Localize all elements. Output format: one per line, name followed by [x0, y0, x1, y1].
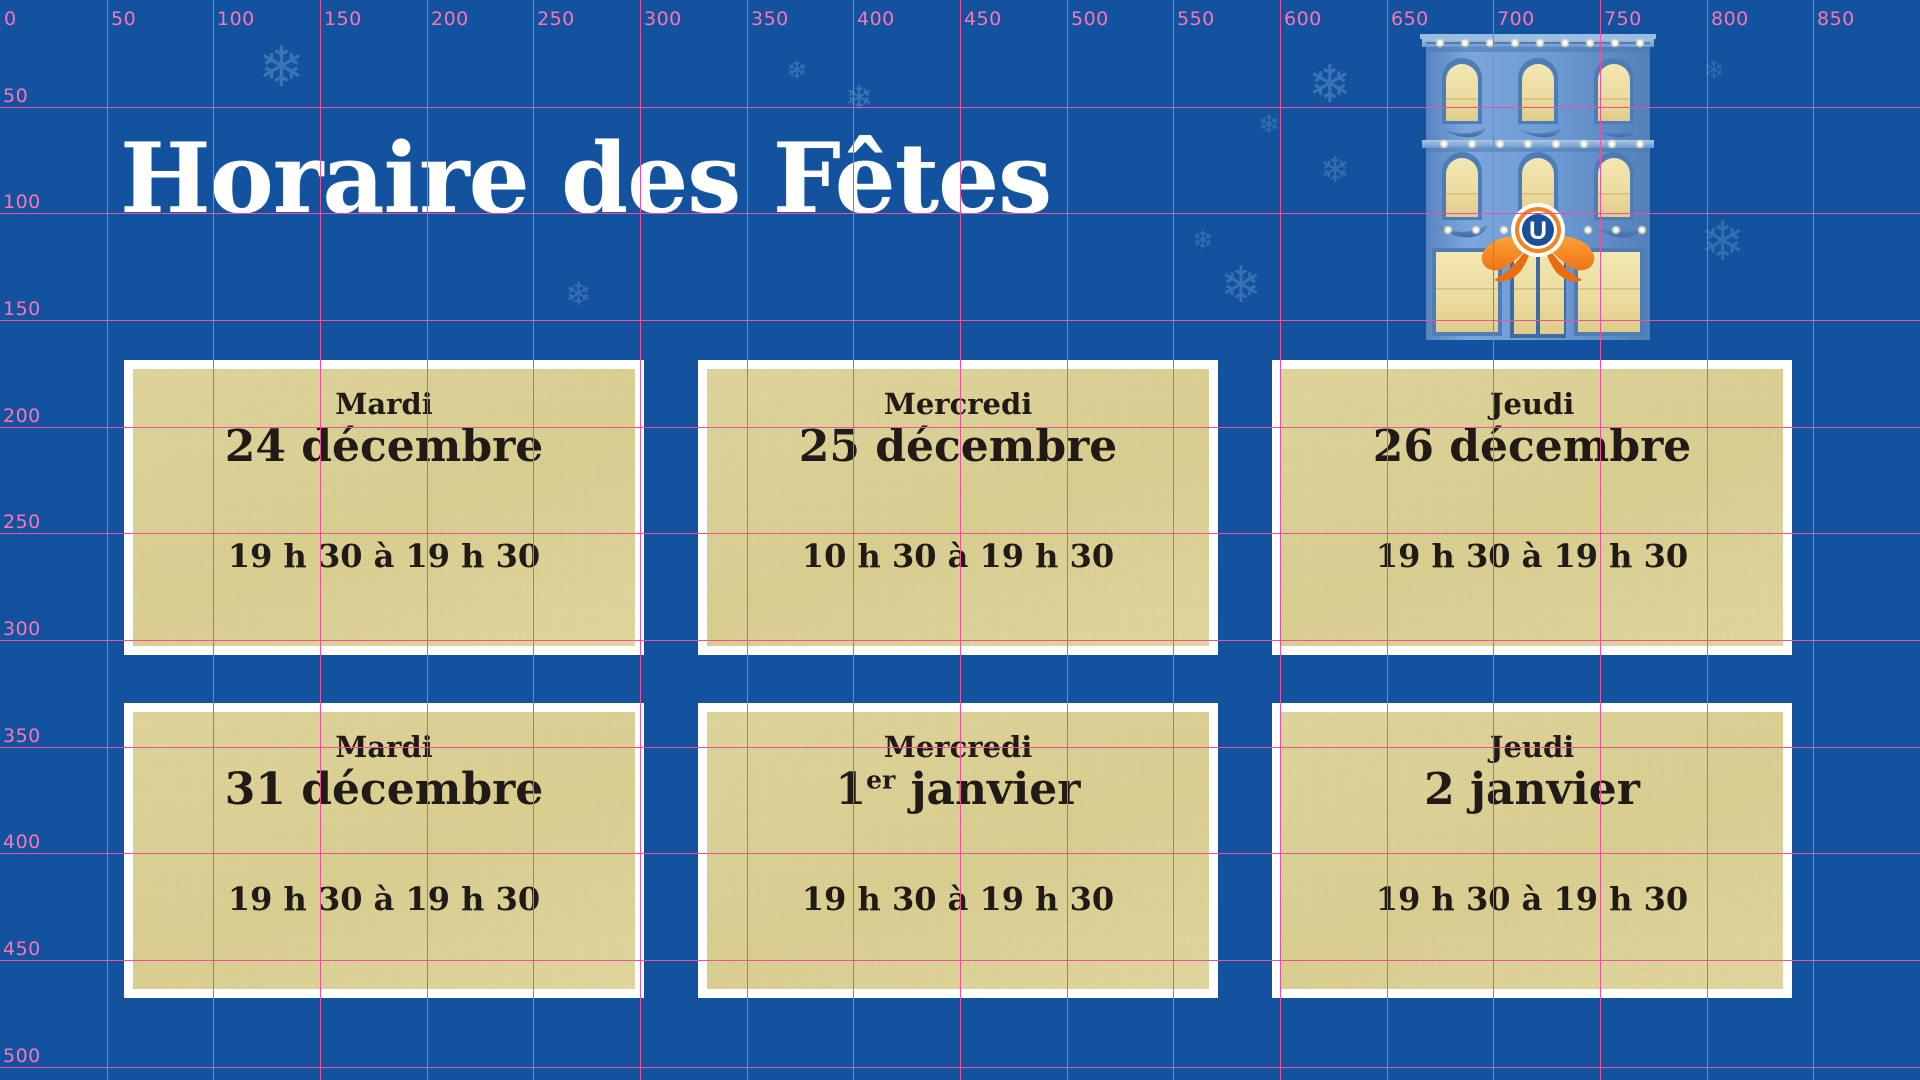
grid-label-x: 50 [111, 8, 137, 30]
cornice-lights [1426, 38, 1650, 48]
store-building-illustration: U [1418, 30, 1658, 340]
grid-label-x: 750 [1604, 8, 1642, 30]
grid-label-x: 600 [1284, 8, 1322, 30]
schedule-card-date: 31 décembre [224, 763, 544, 815]
grid-label-x: 150 [324, 8, 362, 30]
grid-label-y: 150 [3, 298, 41, 320]
grid-label-y: 250 [3, 511, 41, 533]
snowflake-icon: ❄ [1192, 226, 1214, 255]
grid-label-x: 650 [1391, 8, 1429, 30]
schedule-card: Jeudi 2 janvier 19 h 30 à 19 h 30 [1272, 703, 1792, 998]
windows-floor-3 [1442, 58, 1634, 124]
snowflake-icon: ❄ [1703, 56, 1725, 85]
schedule-card-hours: 19 h 30 à 19 h 30 [1375, 537, 1689, 576]
schedule-card: Mercredi 1er janvier 19 h 30 à 19 h 30 [698, 703, 1218, 998]
schedule-card-weekday: Jeudi [1489, 730, 1575, 764]
schedule-card: Mardi 31 décembre 19 h 30 à 19 h 30 [124, 703, 644, 998]
building-svg: U [1420, 34, 1656, 340]
schedule-card: Mardi 24 décembre 19 h 30 à 19 h 30 [124, 360, 644, 655]
grid-label-y: 50 [3, 85, 29, 107]
schedule-card-body: Mercredi 1er janvier 19 h 30 à 19 h 30 [707, 712, 1209, 989]
grid-label-x: 800 [1711, 8, 1749, 30]
u-logo-letter: U [1529, 217, 1547, 245]
grid-label-x: 0 [4, 8, 17, 30]
grid-label-y: 450 [3, 938, 41, 960]
snowflake-icon: ❄ [845, 80, 874, 117]
schedule-card-hours: 19 h 30 à 19 h 30 [1375, 880, 1689, 919]
grid-label-y: 100 [3, 191, 41, 213]
grid-label-x: 350 [751, 8, 789, 30]
schedule-card-date-number: 1 [835, 763, 867, 815]
grid-label-x: 850 [1817, 8, 1855, 30]
schedule-card-hours: 19 h 30 à 19 h 30 [227, 880, 541, 919]
page-title: Horaire des Fêtes [120, 122, 1052, 235]
grid-label-y: 400 [3, 831, 41, 853]
snowflake-icon: ❄ [1220, 257, 1262, 313]
grid-label-x: 400 [857, 8, 895, 30]
schedule-card-body: Jeudi 26 décembre 19 h 30 à 19 h 30 [1281, 369, 1783, 646]
snowflake-icon: ❄ [1258, 110, 1280, 139]
grid-label-x: 200 [431, 8, 469, 30]
u-logo-medallion: U [1511, 203, 1565, 257]
schedule-cards-grid: Mardi 24 décembre 19 h 30 à 19 h 30 Mercred… [124, 360, 1792, 998]
grid-line-vertical [107, 0, 108, 1080]
snowflake-icon: ❄ [565, 276, 592, 312]
grid-label-y: 350 [3, 725, 41, 747]
schedule-card-body: Mercredi 25 décembre 10 h 30 à 19 h 30 [707, 369, 1209, 646]
storefront-ground-floor [1432, 244, 1644, 338]
grid-label-x: 700 [1497, 8, 1535, 30]
grid-label-x: 250 [537, 8, 575, 30]
schedule-card: Jeudi 26 décembre 19 h 30 à 19 h 30 [1272, 360, 1792, 655]
schedule-card-body: Jeudi 2 janvier 19 h 30 à 19 h 30 [1281, 712, 1783, 989]
schedule-card-date: 25 décembre [798, 420, 1118, 472]
snowflake-icon: ❄ [1700, 212, 1746, 272]
snowflake-icon: ❄ [786, 56, 808, 85]
garland-floor-3 [1422, 126, 1654, 152]
grid-label-x: 450 [964, 8, 1002, 30]
schedule-card-date-month: janvier [895, 763, 1081, 815]
grid-label-x: 300 [644, 8, 682, 30]
schedule-card-weekday: Mardi [335, 387, 433, 421]
grid-label-x: 550 [1177, 8, 1215, 30]
snowflake-icon: ❄ [1308, 57, 1352, 114]
schedule-card-date: 24 décembre [224, 420, 544, 472]
schedule-card-date-ordinal: er [866, 765, 896, 795]
snowflake-icon: ❄ [258, 37, 305, 99]
schedule-card-hours: 19 h 30 à 19 h 30 [801, 880, 1115, 919]
grid-line-horizontal [0, 1067, 1920, 1068]
schedule-card-weekday: Mardi [335, 730, 433, 764]
grid-label-y: 500 [3, 1045, 41, 1067]
windows-floor-2 [1442, 152, 1634, 220]
schedule-card-body: Mardi 31 décembre 19 h 30 à 19 h 30 [133, 712, 635, 989]
grid-label-y: 300 [3, 618, 41, 640]
schedule-card-date: 2 janvier [1424, 763, 1640, 815]
snowflake-icon: ❄ [1320, 150, 1351, 190]
schedule-card-weekday: Mercredi [883, 387, 1033, 421]
grid-label-x: 500 [1071, 8, 1109, 30]
schedule-card-date: 26 décembre [1372, 420, 1692, 472]
schedule-card: Mercredi 25 décembre 10 h 30 à 19 h 30 [698, 360, 1218, 655]
schedule-card-weekday: Mercredi [883, 730, 1033, 764]
schedule-card-weekday: Jeudi [1489, 387, 1575, 421]
grid-label-y: 200 [3, 405, 41, 427]
schedule-card-hours: 10 h 30 à 19 h 30 [801, 537, 1115, 576]
schedule-card-hours: 19 h 30 à 19 h 30 [227, 537, 541, 576]
grid-line-vertical [1813, 0, 1814, 1080]
schedule-card-date: 1er janvier [835, 763, 1081, 816]
grid-label-x: 100 [217, 8, 255, 30]
schedule-card-body: Mardi 24 décembre 19 h 30 à 19 h 30 [133, 369, 635, 646]
